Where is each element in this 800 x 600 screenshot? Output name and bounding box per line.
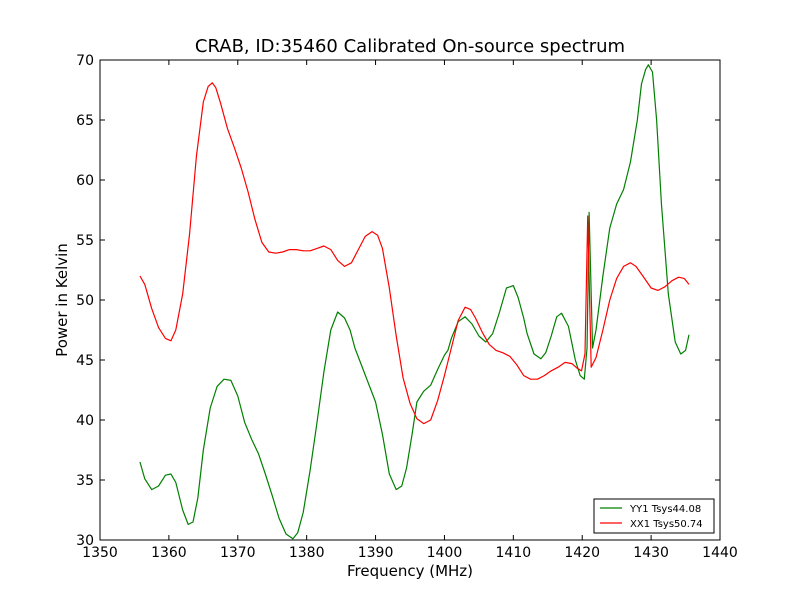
y-tick-label: 60 (76, 173, 94, 189)
y-tick-label: 70 (76, 53, 94, 69)
x-tick-label: 1420 (564, 545, 600, 561)
series-layer (139, 64, 690, 540)
x-tick-label: 1380 (289, 545, 325, 561)
x-tick-label: 1370 (220, 545, 256, 561)
y-tick-label: 45 (76, 353, 94, 369)
x-tick-label: 1390 (358, 545, 394, 561)
y-tick-label: 65 (76, 113, 94, 129)
x-tick-label: 1440 (702, 545, 738, 561)
legend-label-yy1: YY1 Tsys44.08 (629, 504, 701, 515)
y-axis-ticks: 30 35 40 45 50 55 60 65 70 (76, 53, 720, 549)
x-tick-label: 1360 (151, 545, 187, 561)
y-tick-label: 30 (76, 533, 94, 549)
y-axis-label: Power in Kelvin (53, 243, 71, 357)
y-tick-label: 40 (76, 413, 94, 429)
x-tick-label: 1400 (427, 545, 463, 561)
x-tick-label: 1430 (633, 545, 669, 561)
y-tick-label: 35 (76, 473, 94, 489)
y-tick-label: 55 (76, 233, 94, 249)
chart-title: CRAB, ID:35460 Calibrated On-source spec… (195, 36, 625, 57)
x-tick-label: 1350 (82, 545, 118, 561)
legend-label-xx1: XX1 Tsys50.74 (630, 519, 703, 530)
series-line-0 (139, 64, 690, 540)
series-line-1 (139, 82, 690, 425)
plot-area (100, 60, 720, 540)
legend: YY1 Tsys44.08 XX1 Tsys50.74 (593, 498, 715, 534)
y-tick-label: 50 (76, 293, 94, 309)
x-axis-label: Frequency (MHz) (347, 562, 473, 580)
x-tick-label: 1410 (496, 545, 532, 561)
legend-box (593, 498, 715, 534)
x-axis-ticks: 1350 1360 1370 1380 1390 1400 1410 1420 1430 1440 (82, 60, 738, 561)
